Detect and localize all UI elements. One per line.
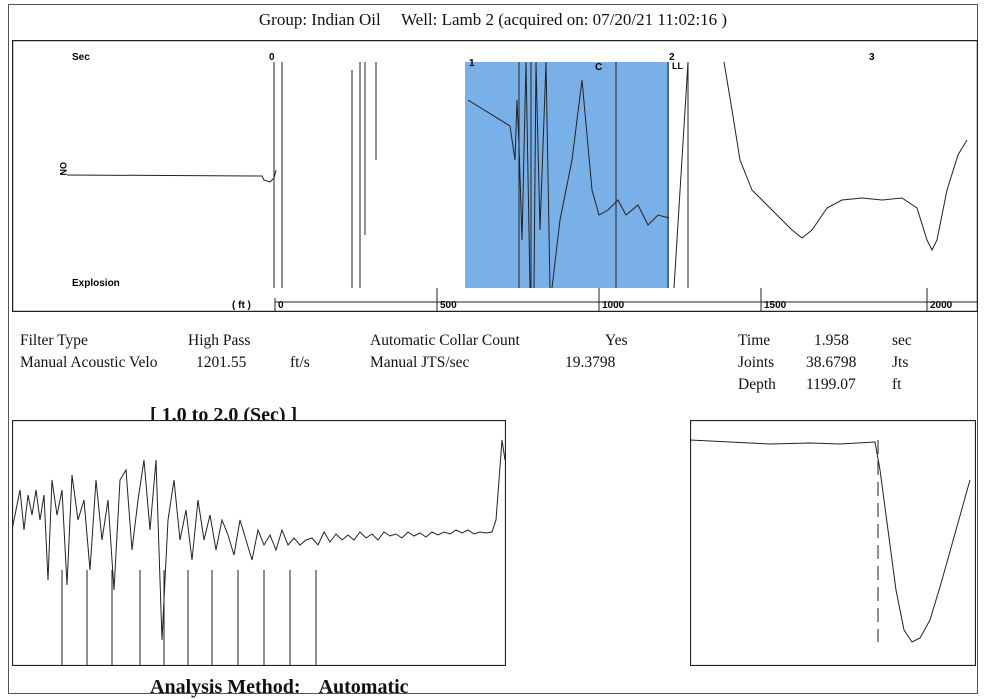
zoom-chart: [12, 420, 506, 666]
depth-label: Depth: [738, 376, 776, 393]
main-trace-chart: Sec 0 1 2 3 C LL ON Explosion ( ft ) 0 5…: [12, 40, 978, 312]
jts-label: Manual JTS/sec: [370, 354, 470, 371]
bottom-tick-2000: 2000: [930, 300, 953, 311]
liquid-level-trace: [690, 439, 971, 643]
time-label: Time: [738, 332, 771, 349]
jts-value: 19.3798: [565, 354, 616, 371]
joints-value: 38.6798: [806, 354, 857, 371]
velocity-label: Manual Acoustic Velo: [20, 354, 158, 371]
liquid-level-chart: [690, 420, 976, 666]
highlight-window: [465, 62, 669, 288]
report-header: Group: Indian Oil Well: Lamb 2 (acquired…: [0, 10, 986, 30]
bottom-axis-label: ( ft ): [232, 300, 251, 311]
collar-label: Automatic Collar Count: [370, 332, 520, 349]
top-tick-2: 2: [669, 52, 675, 63]
time-value: 1.958: [814, 332, 849, 349]
depth-value: 1199.07: [806, 376, 856, 393]
top-axis-label: Sec: [72, 52, 90, 63]
top-tick-3: 3: [869, 52, 875, 63]
joints-unit: Jts: [892, 354, 909, 371]
top-tick-1: 1: [469, 58, 475, 69]
explosion-label: Explosion: [72, 278, 120, 289]
report-frame: [8, 4, 978, 694]
group-label: Group: Indian Oil: [258, 10, 381, 29]
bottom-tick-1000: 1000: [602, 300, 625, 311]
filter-type-value: High Pass: [188, 332, 251, 349]
right-trace: [723, 61, 968, 252]
collar-value: Yes: [605, 332, 628, 349]
side-label: ON: [58, 162, 68, 176]
filter-type-label: Filter Type: [20, 332, 88, 349]
bottom-tick-500: 500: [440, 300, 457, 311]
bottom-tick-0: 0: [278, 300, 284, 311]
zoom-trace: [12, 439, 506, 641]
time-unit: sec: [892, 332, 912, 349]
bottom-tick-1500: 1500: [764, 300, 787, 311]
joints-label: Joints: [738, 354, 775, 371]
well-label: Well: Lamb 2 (acquired on: 07/20/21 11:0…: [400, 10, 728, 29]
analysis-method-label: Analysis Method:: [150, 676, 301, 698]
analysis-method: Analysis Method: Automatic: [150, 676, 427, 699]
depth-unit: ft: [892, 376, 902, 393]
marker-c: C: [595, 62, 602, 73]
marker-ll: LL: [672, 61, 683, 71]
window-trace: [467, 61, 670, 289]
velocity-unit: ft/s: [290, 354, 310, 371]
analysis-method-value: Automatic: [318, 676, 409, 698]
top-tick-0: 0: [269, 52, 275, 63]
velocity-value: 1201.55: [196, 354, 247, 371]
